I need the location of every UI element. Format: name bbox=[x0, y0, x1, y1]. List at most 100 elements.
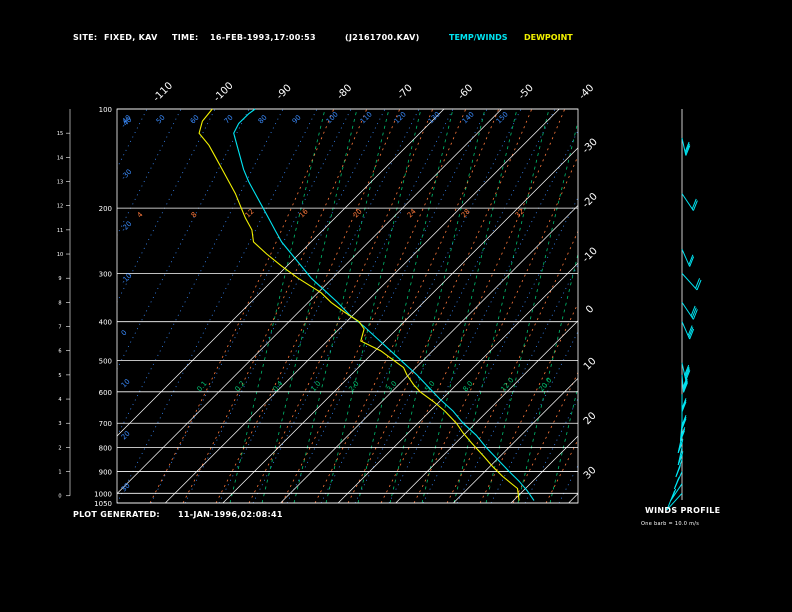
dry-adiabat-label: 70 bbox=[223, 113, 235, 125]
moist-adiabat-line bbox=[413, 154, 578, 503]
wind-barb-flag bbox=[692, 309, 698, 320]
wind-barb-flag bbox=[688, 254, 694, 265]
height-label: 7 bbox=[58, 325, 61, 331]
dry-adiabat-label: 50 bbox=[155, 113, 167, 125]
mixing-ratio-line bbox=[517, 252, 578, 503]
right-temp-label: -10 bbox=[581, 246, 600, 265]
dry-adiabat-label: 140 bbox=[461, 110, 476, 125]
isotherm-line bbox=[395, 320, 578, 503]
mixing-ratio-line bbox=[582, 109, 677, 503]
dry-adiabat-label: 100 bbox=[325, 110, 340, 125]
moist-adiabat-label: 12 bbox=[244, 207, 256, 219]
moist-adiabat-line bbox=[215, 109, 401, 503]
dry-adiabat-label: 150 bbox=[495, 110, 510, 125]
left-adiabat-label: 0 bbox=[120, 329, 129, 338]
isotherm-line bbox=[280, 205, 578, 503]
mixing-ratio-label: 12.0 bbox=[499, 376, 515, 393]
dry-adiabat-line bbox=[117, 109, 182, 236]
top-temp-label: -70 bbox=[396, 83, 415, 102]
dry-adiabat-label: 90 bbox=[291, 113, 303, 125]
time-value: 16-FEB-1993,17:00:53 bbox=[210, 33, 316, 42]
moist-adiabat-label: 24 bbox=[406, 207, 418, 219]
right-temp-label: -20 bbox=[581, 191, 600, 210]
file-id: (J2161700.KAV) bbox=[345, 33, 420, 42]
dry-adiabat-line bbox=[117, 109, 216, 303]
height-label: 6 bbox=[58, 349, 61, 355]
height-label: 4 bbox=[58, 397, 61, 403]
top-temp-label: -110 bbox=[151, 80, 175, 104]
pressure-label: 400 bbox=[99, 319, 112, 327]
isotherm-line bbox=[165, 109, 560, 503]
dewpoint-profile bbox=[198, 108, 520, 501]
top-temp-label: -80 bbox=[335, 83, 354, 102]
dry-adiabat-line bbox=[218, 109, 420, 503]
height-label: 0 bbox=[58, 494, 61, 500]
top-temp-label: -50 bbox=[517, 83, 536, 102]
wind-barb-shaft bbox=[681, 362, 687, 381]
pressure-label: 500 bbox=[99, 357, 112, 365]
top-temp-label: -90 bbox=[275, 83, 294, 102]
wind-barb-flag bbox=[685, 370, 691, 381]
left-adiabat-label: -20 bbox=[120, 220, 134, 234]
moist-adiabat-line bbox=[579, 69, 779, 503]
legend-dewpoint: DEWPOINT bbox=[524, 33, 573, 42]
wind-barb-flag bbox=[671, 488, 677, 500]
pressure-label: 900 bbox=[99, 469, 112, 477]
moist-adiabat-label: 16 bbox=[298, 207, 310, 219]
wind-barb-shaft bbox=[681, 273, 698, 291]
dry-adiabat-label: 120 bbox=[393, 110, 408, 125]
mixing-ratio-label: 3.0 bbox=[385, 380, 398, 394]
time-label: TIME: bbox=[172, 33, 199, 42]
dry-adiabat-line bbox=[695, 109, 792, 503]
mixing-ratio-label: 0.2 bbox=[233, 380, 246, 394]
pressure-label: 1000 bbox=[94, 490, 112, 498]
pressure-label: 200 bbox=[99, 205, 112, 213]
moist-adiabat-line bbox=[479, 302, 578, 503]
wind-barb-shaft bbox=[681, 193, 694, 211]
plot-area bbox=[117, 69, 792, 503]
site-label: SITE: bbox=[73, 33, 98, 42]
moist-adiabat-label: 32 bbox=[514, 207, 526, 219]
wind-barb-flag bbox=[681, 401, 687, 413]
mixing-ratio-label: 20.0 bbox=[537, 376, 553, 393]
dry-adiabat-label: 130 bbox=[427, 110, 442, 125]
height-label: 3 bbox=[58, 421, 61, 427]
mixing-ratio-line bbox=[293, 109, 390, 503]
mixing-ratio-line bbox=[549, 385, 578, 503]
right-temp-label: -30 bbox=[581, 137, 600, 156]
pressure-label: 700 bbox=[99, 420, 112, 428]
wind-barb-flag bbox=[676, 464, 681, 476]
right-temp-label: 30 bbox=[582, 465, 599, 482]
mixing-ratio-label: 2.0 bbox=[347, 380, 360, 394]
dry-adiabat-line bbox=[456, 263, 578, 503]
wind-barb-flag bbox=[681, 418, 687, 429]
isotherm-line bbox=[117, 109, 445, 437]
wind-barb-flag bbox=[687, 325, 693, 336]
wind-barb-shaft bbox=[681, 248, 691, 267]
isotherm-line bbox=[684, 109, 792, 503]
wind-barb-shaft bbox=[681, 321, 691, 340]
dry-adiabat-label: 40 bbox=[121, 113, 133, 125]
mixing-ratio-line bbox=[229, 109, 326, 503]
pressure-label: 100 bbox=[99, 106, 112, 114]
plot-generated-value: 11-JAN-1996,02:08:41 bbox=[178, 510, 283, 519]
isotherm-line bbox=[222, 147, 578, 503]
dry-adiabat-line bbox=[117, 109, 318, 503]
mixing-ratio-line bbox=[485, 119, 578, 503]
dry-adiabat-label: 60 bbox=[189, 113, 201, 125]
right-temp-label: 0 bbox=[584, 304, 596, 316]
temperature-profile bbox=[233, 108, 535, 501]
isotherm-line bbox=[510, 435, 578, 503]
mixing-ratio-line bbox=[453, 109, 550, 503]
pressure-label: 800 bbox=[99, 444, 112, 452]
wind-barb-flag bbox=[690, 305, 696, 317]
wind-barb-flag bbox=[695, 278, 701, 289]
moist-adiabat-label: 4 bbox=[136, 210, 145, 219]
dry-adiabat-line bbox=[117, 109, 148, 169]
height-label: 10 bbox=[57, 252, 63, 258]
dry-adiabat-line bbox=[252, 109, 454, 503]
dry-adiabat-line bbox=[320, 109, 522, 503]
left-adiabat-label: 10 bbox=[120, 377, 132, 389]
wind-barb-flag bbox=[681, 416, 687, 428]
height-label: 13 bbox=[57, 180, 63, 186]
